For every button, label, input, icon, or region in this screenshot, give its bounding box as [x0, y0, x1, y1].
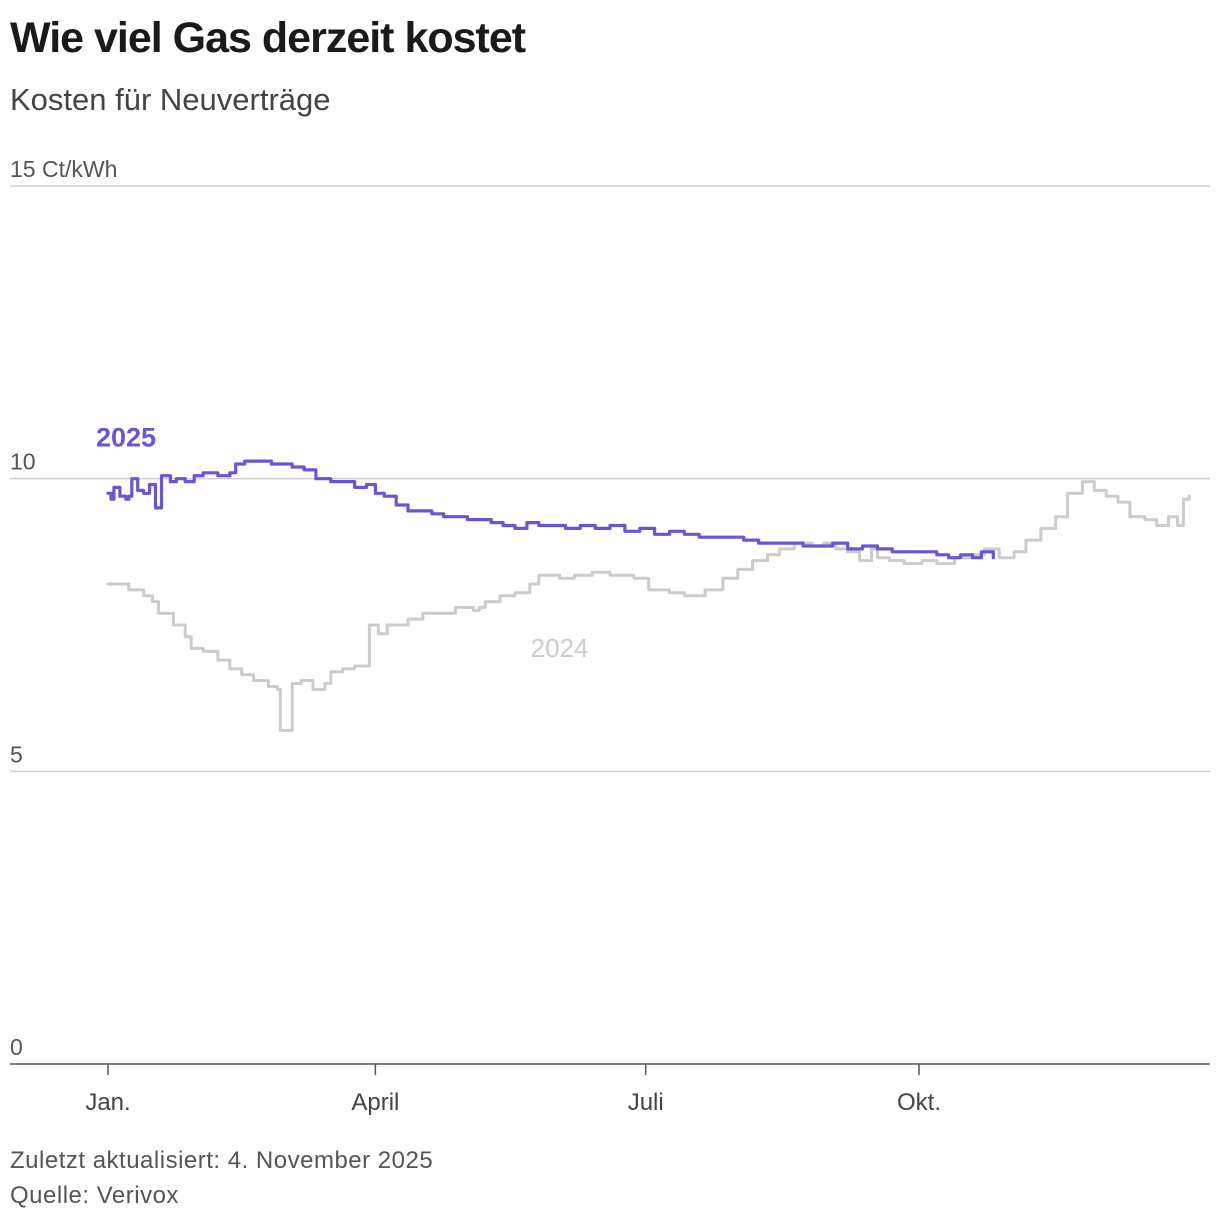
y-tick-label: 10 [10, 449, 36, 475]
x-tick-label: Okt. [897, 1089, 941, 1116]
chart-title: Wie viel Gas derzeit kostet [10, 14, 526, 62]
y-tick-label: 0 [10, 1034, 23, 1060]
series-line-2024 [106, 480, 1191, 732]
y-tick-label: 15 Ct/kWh [10, 156, 117, 182]
x-tick-label: Juli [628, 1089, 664, 1116]
updated-note: Zuletzt aktualisiert: 4. November 2025 [10, 1147, 434, 1174]
series-label-2025: 2025 [96, 422, 156, 452]
x-tick-label: April [351, 1089, 399, 1116]
chart-subtitle: Kosten für Neuverträge [10, 82, 331, 117]
line-chart: 0 5 10 15 Ct/kWh Jan. April Juli Okt. 2024 2025 [10, 156, 1210, 1116]
x-tick-label: Jan. [85, 1089, 130, 1116]
source-note: Quelle: Verivox [10, 1182, 179, 1209]
series-line-2025 [106, 459, 995, 560]
series-label-2024: 2024 [531, 633, 589, 663]
y-tick-label: 5 [10, 741, 23, 767]
